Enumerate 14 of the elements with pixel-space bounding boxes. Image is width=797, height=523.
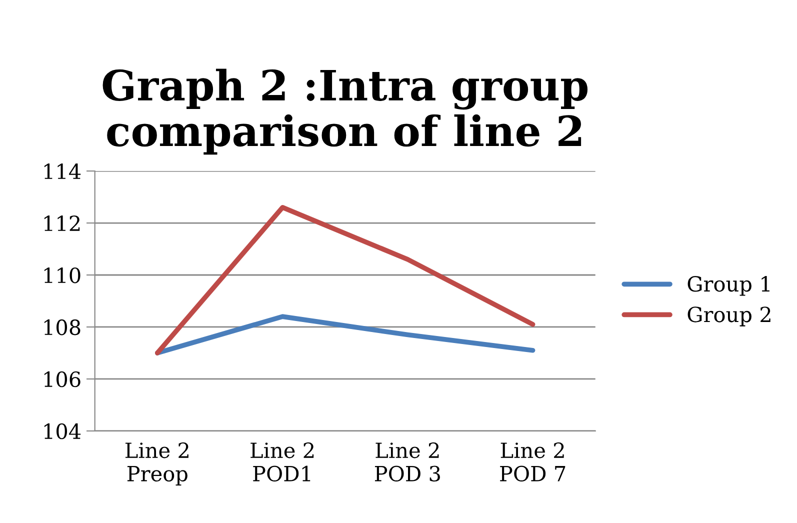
y-tick-label: 108 — [44, 319, 80, 336]
chart-title: Graph 2 :Intra group comparison of line 2 — [102, 68, 588, 155]
y-tick-label: 114 — [44, 163, 81, 179]
line-series — [154, 204, 536, 356]
legend-label: Group 2 — [688, 306, 770, 326]
y-tick-label: 104 — [44, 423, 81, 440]
legend-label: Group 1 — [688, 276, 770, 296]
y-tick-label: 106 — [44, 371, 80, 388]
y-tick-label: 110 — [44, 267, 80, 284]
x-tick-label: Line 2 POD1 — [250, 442, 314, 482]
x-tick-label: Line 2 Preop — [125, 442, 188, 486]
x-tick-label: Line 2 POD 3 — [374, 442, 440, 482]
x-tick-label: Line 2 POD 7 — [500, 442, 566, 482]
y-tick-label: 112 — [44, 215, 80, 231]
